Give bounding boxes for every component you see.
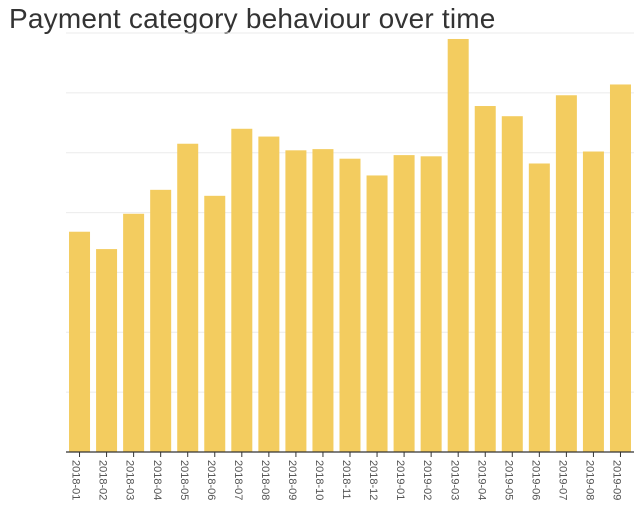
x-tick-label: 2018-12 [367,460,379,500]
x-tick-label: 2019-03 [448,460,460,500]
x-tick-label: 2018-03 [124,460,136,500]
x-tick-label: 2018-07 [232,460,244,500]
bar-2018-05 [177,143,199,452]
bar-2018-07 [231,128,253,452]
x-tick-label: 2018-06 [205,460,217,500]
chart-title: Payment category behaviour over time [9,3,496,34]
x-tick-label: 2018-02 [97,460,109,500]
bar-2018-02 [96,249,118,452]
x-tick-label: 2019-05 [502,460,514,500]
bar-2018-12 [366,175,388,452]
bar-2018-09 [285,150,307,452]
bar-2018-03 [123,213,145,452]
x-tick-label: 2018-05 [178,460,190,500]
bar-2019-08 [582,151,604,452]
x-tick-label: 2018-11 [340,460,352,500]
x-tick-label: 2018-08 [259,460,271,500]
bar-2019-07 [555,95,577,452]
bar-2019-06 [528,163,550,452]
x-tick-label: 2018-09 [286,460,298,500]
bar-2019-04 [474,106,496,453]
bar-2019-01 [393,155,415,452]
bar-2019-02 [420,156,442,452]
bar-2018-06 [204,195,226,452]
bar-2018-08 [258,136,280,452]
bar-2019-09 [609,84,631,452]
x-tick-label: 2019-02 [421,460,433,500]
bar-2019-03 [447,38,469,452]
bar-2018-04 [150,189,172,452]
x-tick-label: 2018-10 [313,460,325,500]
x-tick-label: 2019-07 [556,460,568,500]
x-tick-label: 2018-04 [151,460,163,500]
x-tick-label: 2019-09 [611,460,623,500]
x-tick-label: 2019-01 [394,460,406,500]
bar-2018-10 [312,149,334,452]
x-tick-label: 2019-06 [529,460,541,500]
bars [69,38,631,453]
bar-2018-01 [69,231,91,452]
x-tick-label: 2019-04 [475,460,487,500]
x-axis-tick-labels: 2018-01 2018-02 2018-03 2018-04 2018-05 2018-… [70,460,623,500]
bar-2019-05 [501,116,523,453]
x-axis-ticks [79,452,621,457]
x-tick-label: 2018-01 [70,460,82,500]
bar-2018-11 [339,158,361,452]
x-tick-label: 2019-08 [584,460,596,500]
